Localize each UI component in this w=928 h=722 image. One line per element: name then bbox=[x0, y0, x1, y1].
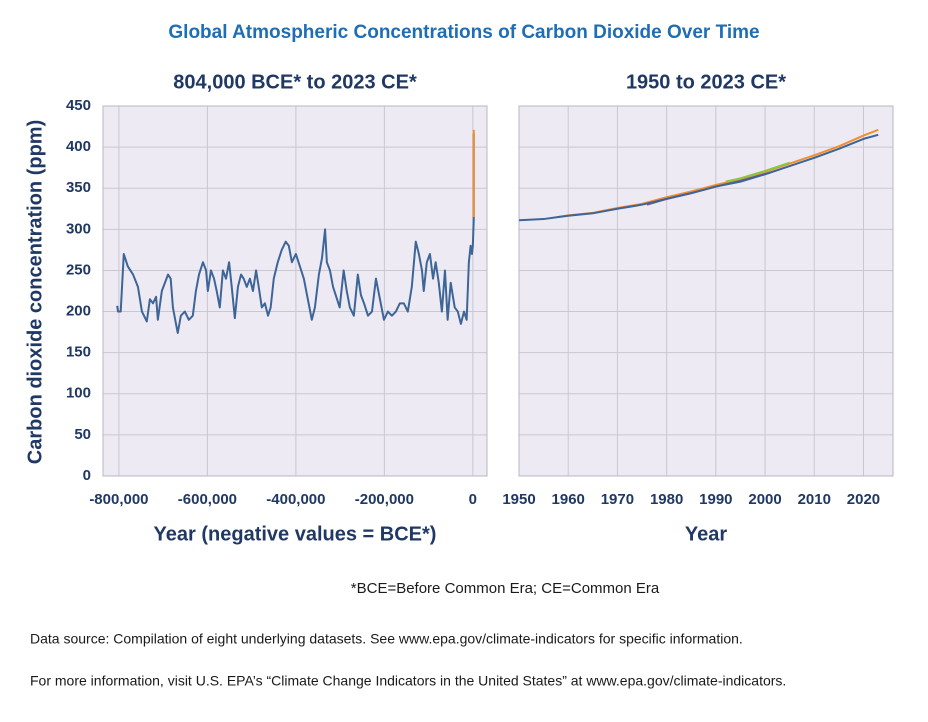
x-tick-label: -400,000 bbox=[266, 491, 325, 508]
x-tick-label: 1950 bbox=[502, 491, 535, 508]
y-tick-label: 150 bbox=[66, 344, 91, 361]
x-tick-label: 1980 bbox=[650, 491, 683, 508]
panel-title: 1950 to 2023 CE* bbox=[626, 71, 786, 93]
plot-area bbox=[518, 105, 894, 477]
y-tick-label: 450 bbox=[66, 97, 91, 114]
data-line bbox=[725, 161, 790, 183]
plot-border bbox=[518, 105, 894, 477]
x-axis-label: Year (negative values = BCE*) bbox=[154, 523, 437, 545]
page-title: Global Atmospheric Concentrations of Car… bbox=[168, 22, 759, 43]
x-tick-label: 2020 bbox=[847, 491, 880, 508]
info-note: For more information, visit U.S. EPA’s “… bbox=[30, 673, 786, 689]
x-tick-label: 1970 bbox=[601, 491, 634, 508]
x-axis-label: Year bbox=[685, 523, 727, 545]
x-tick-label: -800,000 bbox=[89, 491, 148, 508]
y-tick-label: 300 bbox=[66, 220, 91, 237]
plot-area bbox=[102, 105, 488, 477]
y-tick-label: 50 bbox=[74, 426, 91, 443]
x-tick-label: 2010 bbox=[798, 491, 831, 508]
footnote: *BCE=Before Common Era; CE=Common Era bbox=[351, 580, 660, 597]
y-tick-label: 200 bbox=[66, 303, 91, 320]
source-note: Data source: Compilation of eight underl… bbox=[30, 631, 743, 647]
data-line bbox=[116, 133, 475, 334]
panel-title: 804,000 BCE* to 2023 CE* bbox=[173, 71, 417, 93]
x-tick-label: 1990 bbox=[699, 491, 732, 508]
y-tick-label: 100 bbox=[66, 385, 91, 402]
y-tick-label: 350 bbox=[66, 179, 91, 196]
y-tick-label: 400 bbox=[66, 138, 91, 155]
data-line bbox=[518, 133, 879, 222]
x-tick-label: -600,000 bbox=[178, 491, 237, 508]
x-tick-label: 1960 bbox=[552, 491, 585, 508]
plot-border bbox=[102, 105, 488, 477]
x-tick-label: 0 bbox=[469, 491, 477, 508]
y-tick-label: 0 bbox=[83, 467, 91, 484]
y-axis-label: Carbon dioxide concentration (ppm) bbox=[24, 120, 46, 464]
y-tick-label: 250 bbox=[66, 261, 91, 278]
x-tick-label: 2000 bbox=[748, 491, 781, 508]
x-tick-label: -200,000 bbox=[355, 491, 414, 508]
